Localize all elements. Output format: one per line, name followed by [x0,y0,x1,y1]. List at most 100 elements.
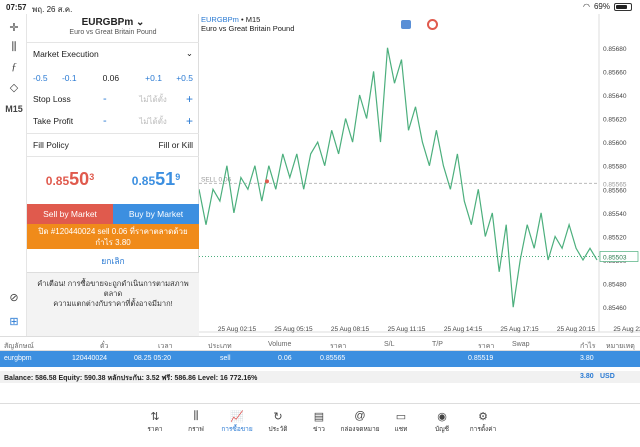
wifi-icon: ◠ [583,2,590,11]
chart-icon: ⫼ [193,409,199,422]
sell-level-label: 0.85565 [603,181,627,188]
order-panel: EURGBPm ⌄ Euro vs Great Britain Pound Ma… [27,14,199,336]
mailbox-icon: @ [354,410,366,422]
battery-icon [614,2,632,11]
volume-minus-05[interactable]: -0.5 [33,73,48,83]
function-icon[interactable]: ƒ [11,61,17,73]
col-sl: S/L [384,341,395,348]
currency: USD [600,373,615,380]
chat-icon: ▭ [395,410,407,423]
col-current-price: ราคา [478,343,495,350]
nav-account[interactable]: ◉ บัญชี [422,408,462,434]
nav-quotes[interactable]: ⇅ ราคา [135,408,175,434]
symbol-description: Euro vs Great Britain Pound [69,29,157,36]
col-tp: T/P [432,341,443,348]
volume-minus-01[interactable]: -0.1 [61,73,77,83]
execution-select[interactable]: Market Execution ⌄ [27,42,199,64]
volume-plus-01[interactable]: +0.1 [145,73,162,83]
take-profit-minus[interactable]: - [103,115,107,127]
x-tick-label: 25 Aug 17:15 [500,326,539,333]
new-order-icon[interactable]: ⊞ [9,315,19,328]
close-position-button[interactable]: ปิด #120440024 sell 0.06 ที่ราคาตลาดด้วย… [27,224,199,249]
fill-policy-value: Fill or Kill [158,139,193,150]
take-profit-plus[interactable]: + [185,114,193,128]
table-row[interactable]: eurgbpm 120440024 08.25 05:20 sell 0.06 … [0,351,640,367]
entry-marker [265,179,269,184]
y-tick-label: 0.85480 [603,282,627,289]
objects-icon[interactable]: ◇ [9,81,19,94]
y-tick-label: 0.85560 [603,187,627,194]
take-profit-input[interactable]: ไม่ได้ตั้ง [139,116,167,126]
col-price: ราคา [330,343,347,350]
bid-label: 0.85503 [603,255,627,262]
ask-price: 0.85519 [131,169,181,189]
execution-label: Market Execution [33,48,99,59]
one-click-icon[interactable] [401,20,411,29]
clock: 07:57 [6,3,27,12]
cancel-button[interactable]: ยกเลิก [27,249,199,273]
volume-plus-05[interactable]: +0.5 [176,73,193,83]
col-time: เวลา [158,343,173,350]
settings-icon: ⚙ [478,410,488,423]
stop-loss-plus[interactable]: + [185,92,193,106]
sell-button[interactable]: Sell by Market [27,204,113,224]
chart-settings-icon[interactable]: ⊘ [9,291,19,304]
price-series-line [199,47,598,308]
x-tick-label: 25 Aug 02:15 [218,326,257,333]
sync-icon[interactable] [427,19,438,30]
stop-loss-input[interactable]: ไม่ได้ตั้ง [139,94,167,104]
quotes-icon: ⇅ [150,410,160,423]
history-icon: ↻ [273,410,283,423]
nav-settings[interactable]: ⚙ การตั้งค่า [463,408,503,434]
y-tick-label: 0.85580 [603,164,627,171]
chart-toolbar: ✛ ⫼ ƒ ◇ M15 ⊘ ⊞ [0,14,27,336]
fill-policy-row[interactable]: Fill Policy Fill or Kill [27,133,199,155]
balance-bar: Balance: 586.58 Equity: 590.38 หลักประกั… [0,371,640,383]
symbol-header[interactable]: EURGBPm ⌄ Euro vs Great Britain Pound [27,14,199,40]
symbol-name: EURGBPm [81,17,134,28]
nav-news[interactable]: ▤ ข่าว [299,408,339,434]
price-chart[interactable]: EURGBPm • M15 Euro vs Great Britain Poun… [199,14,640,336]
bid-label-box [599,251,639,262]
x-tick-label: 25 Aug 14:15 [444,326,483,333]
col-comment: หมายเหตุ [606,343,635,350]
candles-icon[interactable]: ⫼ [11,40,17,53]
crosshair-icon[interactable]: ✛ [9,21,19,34]
nav-chat[interactable]: ▭ แชท [381,408,421,434]
news-icon: ▤ [313,410,325,423]
x-tick-label: 25 Aug 11:15 [388,326,426,333]
chevron-down-icon: ⌄ [185,48,193,58]
stop-loss-row: Stop Loss - ไม่ได้ตั้ง + [27,88,199,110]
bottom-navigation: ⇅ ราคา ⫼ กราฟ 📈 การซื้อขาย ↻ ประวัติ ▤ ข่าว @… [0,403,640,447]
stop-loss-label: Stop Loss [33,94,71,104]
buy-button[interactable]: Buy by Market [113,204,199,224]
nav-trade[interactable]: 📈 การซื้อขาย [217,408,257,434]
chart-title: EURGBPm • M15 Euro vs Great Britain Poun… [201,15,295,33]
sell-order-label: SELL 0.06 [201,176,232,183]
date: พฤ. 26 ส.ค. [32,5,73,14]
total-profit: 3.80 [580,373,594,380]
price-display: 0.85503 0.85519 [27,156,199,204]
chart-canvas: 0.85680 0.85660 0.85640 0.85620 0.85600 0.855… [199,14,640,333]
y-tick-label: 0.85660 [603,69,627,76]
nav-history[interactable]: ↻ ประวัติ [258,408,298,434]
take-profit-label: Take Profit [33,116,74,126]
nav-chart[interactable]: ⫼ กราฟ [176,408,216,434]
x-tick-label: 25 Aug 08:15 [331,326,370,333]
volume-value[interactable]: 0.06 [102,73,120,83]
col-profit: กำไร [580,343,596,350]
timeframe-button[interactable]: M15 [5,104,23,114]
account-icon: ◉ [437,410,447,423]
col-volume: Volume [268,341,292,348]
y-tick-label: 0.85680 [603,46,627,53]
y-tick-label: 0.85460 [603,305,627,312]
col-type: ประเภท [208,343,232,350]
battery-percent: 69% [593,2,610,11]
take-profit-row: Take Profit - ไม่ได้ตั้ง + [27,110,199,132]
y-tick-label: 0.85620 [603,117,627,124]
x-tick-label: 25 Aug 20:15 [557,326,596,333]
trade-table-header: สัญลักษณ์ ตั๋ว เวลา ประเภท Volume ราคา S… [0,336,640,351]
col-ticket: ตั๋ว [100,343,109,350]
nav-mailbox[interactable]: @ กล่องจดหมาย [340,410,380,433]
stop-loss-minus[interactable]: - [103,93,107,105]
